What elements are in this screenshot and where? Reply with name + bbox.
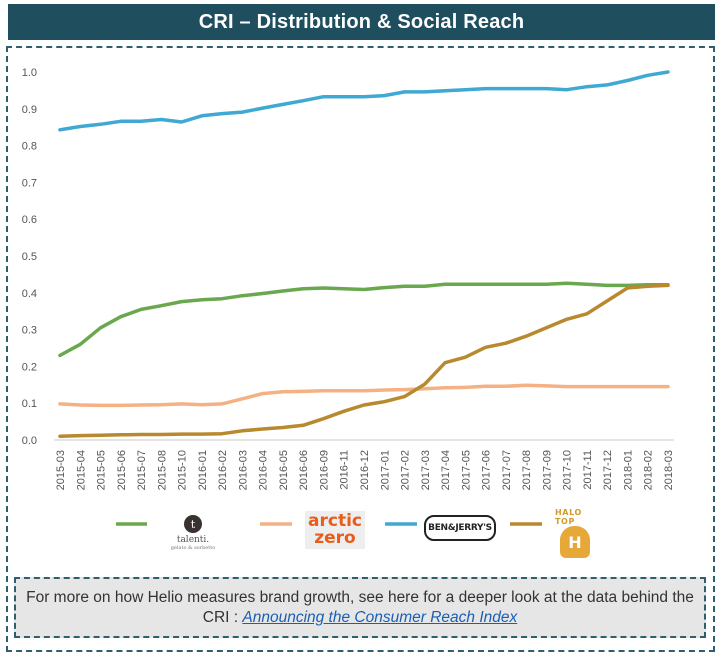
halo-top-letter: H xyxy=(568,532,582,552)
x-tick-label: 2017-11 xyxy=(582,450,594,490)
talenti-subtitle: gelato & sorbetto xyxy=(170,545,216,551)
halo-top-cone-icon: H xyxy=(560,526,590,558)
x-tick-label: 2016-09 xyxy=(318,450,330,490)
x-tick-label: 2018-01 xyxy=(622,450,634,490)
series-lines xyxy=(58,70,670,439)
y-tick-label: 0.1 xyxy=(22,398,37,410)
footer-note: For more on how Helio measures brand gro… xyxy=(14,577,706,638)
x-tick-label: 2015-04 xyxy=(75,450,87,490)
x-tick-label: 2016-11 xyxy=(339,450,351,490)
series-line-talenti xyxy=(58,281,670,358)
ben-jerrys-wordmark: BEN&JERRY'S xyxy=(428,523,492,533)
series-line-halo-top xyxy=(58,283,670,439)
x-tick-label: 2015-10 xyxy=(177,450,189,490)
footer-text: For more on how Helio measures brand gro… xyxy=(26,589,694,626)
y-tick-label: 0.3 xyxy=(22,325,37,337)
x-tick-label: 2017-10 xyxy=(562,450,574,490)
x-tick-label: 2016-02 xyxy=(217,450,229,490)
page-title: CRI – Distribution & Social Reach xyxy=(198,10,525,33)
halo-top-wordmark: HALO TOP xyxy=(555,508,582,526)
ben-jerrys-logo: BEN&JERRY'S xyxy=(424,515,496,541)
arctic-zero-logo: arctic zero xyxy=(305,511,365,549)
talenti-wordmark: talenti. xyxy=(176,535,210,545)
x-tick-label: 2015-07 xyxy=(136,450,148,490)
x-tick-label: 2017-01 xyxy=(379,450,391,490)
talenti-logo: t talenti. gelato & sorbetto xyxy=(170,510,216,556)
y-tick-label: 0.9 xyxy=(22,104,37,116)
x-tick-label: 2015-06 xyxy=(116,450,128,490)
y-tick-label: 0.4 xyxy=(22,288,37,300)
x-tick-label: 2017-06 xyxy=(481,450,493,490)
x-tick-label: 2018-03 xyxy=(663,450,675,490)
x-tick-label: 2017-04 xyxy=(440,450,452,490)
x-tick-label: 2017-09 xyxy=(541,450,553,490)
y-tick-label: 0.2 xyxy=(22,361,37,373)
y-tick-label: 0.7 xyxy=(22,177,37,189)
chart-title-banner: CRI – Distribution & Social Reach xyxy=(8,4,715,40)
series-line-arctic-zero xyxy=(58,383,670,408)
y-tick-label: 0.8 xyxy=(22,141,37,153)
x-tick-label: 2017-08 xyxy=(521,450,533,490)
x-tick-label: 2016-04 xyxy=(258,450,270,490)
y-axis: 0.0 0.1 0.2 0.3 0.4 0.5 0.6 0.7 0.8 0.9 1.0 xyxy=(22,67,37,447)
x-tick-label: 2017-05 xyxy=(460,450,472,490)
y-tick-label: 0.5 xyxy=(22,251,37,263)
arctic-wordmark: arctic xyxy=(308,511,362,531)
x-tick-label: 2016-03 xyxy=(237,450,249,490)
x-tick-label: 2017-03 xyxy=(420,450,432,490)
zero-wordmark: zero xyxy=(314,528,356,548)
x-tick-label: 2016-06 xyxy=(298,450,310,490)
x-tick-label: 2016-01 xyxy=(197,450,209,490)
x-tick-label: 2018-02 xyxy=(643,450,655,490)
series-line-ben-jerry-s xyxy=(58,70,670,132)
y-tick-label: 0.6 xyxy=(22,214,37,226)
talenti-logo-icon: t xyxy=(184,515,202,533)
x-tick-label: 2016-05 xyxy=(278,450,290,490)
x-tick-label: 2017-07 xyxy=(501,450,513,490)
y-tick-label: 0.0 xyxy=(22,435,37,447)
x-tick-label: 2017-02 xyxy=(400,450,412,490)
x-tick-label: 2015-03 xyxy=(55,450,67,490)
consumer-reach-index-link[interactable]: Announcing the Consumer Reach Index xyxy=(242,609,518,626)
x-axis: 2015-03 2015-04 2015-05 2015-06 2015-07 2015-… xyxy=(54,439,675,490)
chart-frame xyxy=(6,46,715,652)
x-tick-label: 2016-12 xyxy=(359,450,371,490)
halo-top-logo: HALO TOP H xyxy=(555,507,595,559)
x-tick-label: 2015-08 xyxy=(156,450,168,490)
x-tick-label: 2015-05 xyxy=(96,450,108,490)
x-tick-label: 2017-12 xyxy=(602,450,614,490)
y-tick-label: 1.0 xyxy=(22,67,37,79)
